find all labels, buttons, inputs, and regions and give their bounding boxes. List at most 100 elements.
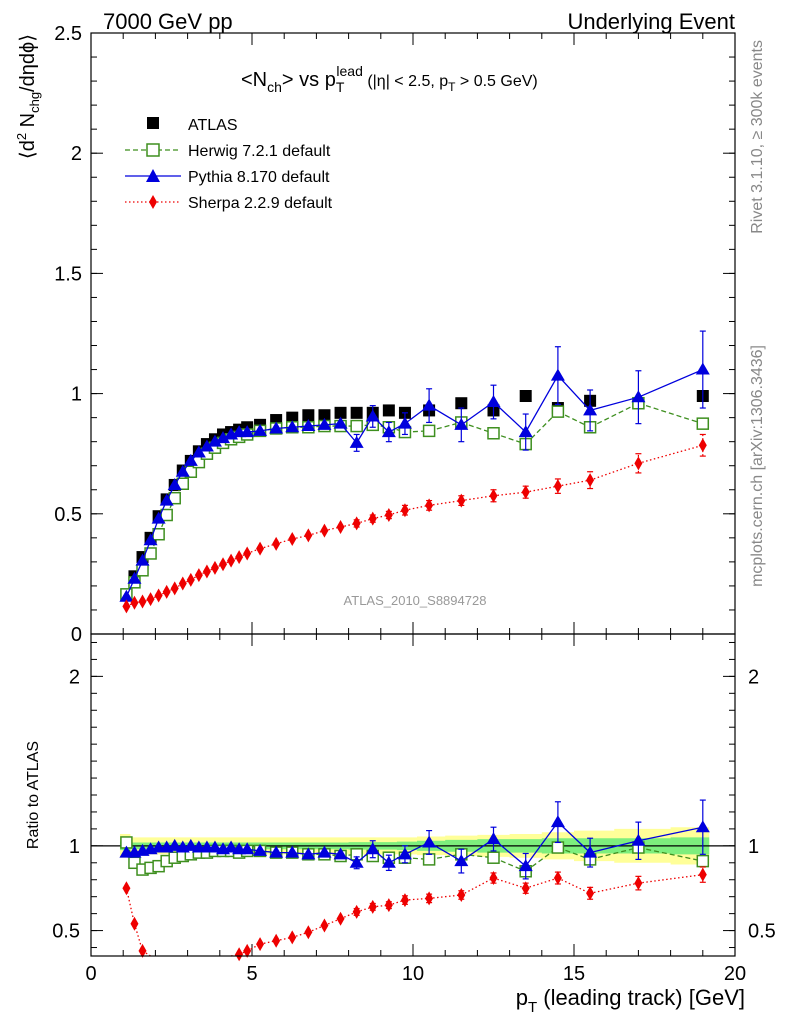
ratio-sherpa-segment (404, 897, 430, 901)
ratio-herwig-point (422, 853, 436, 866)
legend-item-sherpa: Sherpa 2.2.9 default (125, 195, 333, 212)
ratio-y-tick-label: 2 (69, 666, 80, 688)
main-sherpa-segment (525, 485, 559, 493)
ratio-sherpa-point (235, 947, 244, 962)
main-sherpa-point (194, 568, 203, 583)
main-pythia-point (381, 425, 396, 438)
main-sherpa-point (235, 550, 244, 565)
main-atlas-point (455, 397, 468, 410)
ratio-sherpa-segment (142, 950, 151, 957)
series-main-pythia (119, 330, 710, 602)
main-sherpa-point (400, 503, 409, 518)
legend-label-sherpa: Sherpa 2.2.9 default (188, 195, 333, 212)
main-y-tick-label: 0.5 (54, 504, 82, 526)
legend-label-pythia: Pythia 8.170 default (188, 169, 330, 186)
ratio-sherpa-segment (356, 906, 373, 913)
main-atlas-point (318, 409, 331, 422)
series-main-sherpa (122, 433, 707, 614)
main-sherpa-point (272, 536, 281, 551)
ratio-herwig-point (487, 851, 500, 864)
main-sherpa-segment (174, 582, 184, 589)
ratio-pythia-point (301, 847, 316, 860)
main-sherpa-point (154, 588, 163, 603)
main-sherpa-segment (190, 574, 200, 581)
main-sherpa-segment (429, 499, 462, 507)
ratio-panel-frame (90, 633, 736, 957)
ratio-sherpa-segment (276, 936, 293, 942)
ratio-pythia-point (167, 838, 182, 851)
main-sherpa-point (304, 528, 313, 543)
main-pythia-point (333, 416, 348, 429)
main-sherpa-segment (275, 538, 293, 545)
main-herwig-point (160, 508, 173, 522)
ratio-sherpa-segment (292, 931, 309, 938)
main-sherpa-point (210, 560, 219, 575)
ratio-sherpa-segment (429, 894, 462, 900)
ratio-pythia-point (583, 845, 598, 858)
main-herwig-point (487, 427, 500, 440)
ratio-herwig-segment (493, 857, 526, 872)
main-atlas-point (382, 404, 395, 417)
main-herwig-point (551, 405, 565, 418)
ratio-sherpa-point (489, 871, 498, 886)
ratio-sherpa-segment (557, 877, 591, 894)
legend-marker-herwig (146, 143, 160, 157)
ratio-sherpa-point (586, 886, 595, 901)
ratio-y-tick-label: 1 (69, 836, 80, 858)
legend: ATLAS Herwig 7.2.1 default Pythia 8.170 … (125, 117, 333, 212)
main-sherpa-point (352, 516, 361, 531)
main-sherpa-segment (259, 543, 277, 550)
x-tick-label: 5 (246, 963, 257, 985)
main-pythia-point (349, 435, 364, 448)
main-pythia-point (631, 390, 646, 403)
ratio-pythia-point (240, 842, 255, 855)
ratio-sherpa-segment (388, 899, 406, 906)
main-sherpa-segment (638, 444, 703, 464)
rivet-version-label: Rivet 3.1.10, ≥ 300k events (749, 40, 766, 234)
main-sherpa-point (202, 564, 211, 579)
ratio-pythia-segment (638, 826, 703, 842)
ratio-sherpa-point (368, 899, 377, 914)
main-sherpa-segment (557, 479, 591, 487)
ratio-sherpa-segment (125, 888, 136, 924)
x-tick-label: 15 (563, 963, 585, 985)
analysis-watermark: ATLAS_2010_S8894728 (344, 593, 487, 608)
ratio-y-tick-label: 0.5 (52, 921, 80, 943)
ratio-pythia-point (454, 854, 469, 867)
ratio-sherpa-segment (589, 882, 639, 894)
main-sherpa-point (162, 584, 171, 599)
main-herwig-point (696, 417, 710, 430)
ratio-pythia-point (207, 840, 222, 853)
main-sherpa-segment (493, 491, 526, 497)
ratio-pythia-point (333, 847, 348, 860)
ratio-sherpa-point (553, 871, 562, 886)
ratio-pythia-point (518, 859, 533, 872)
series-ratio-pythia (119, 799, 710, 880)
ratio-sherpa-point (384, 898, 393, 913)
ratio-pythia-point (317, 845, 332, 858)
main-pythia-point (317, 417, 332, 430)
main-pythia-point (207, 434, 222, 447)
mcplots-label: mcplots.cern.ch [arXiv:1306.3436] (749, 345, 766, 587)
main-herwig-point (422, 424, 436, 438)
ratio-sherpa-point (243, 943, 252, 958)
ratio-sherpa-point (634, 876, 643, 891)
ratio-pythia-point (695, 820, 710, 833)
ratio-pythia-point (381, 855, 396, 868)
main-sherpa-point (122, 599, 131, 614)
ratio-sherpa-segment (638, 874, 703, 884)
main-sherpa-segment (340, 522, 357, 528)
main-sherpa-point (288, 532, 297, 547)
ratio-y-axis-label: Ratio to ATLAS (25, 741, 42, 849)
legend-item-atlas: ATLAS (147, 117, 238, 134)
main-pythia-point (550, 368, 565, 381)
main-pythia-point (167, 477, 182, 490)
main-sherpa-segment (589, 462, 639, 481)
main-herwig-segment (638, 402, 703, 425)
main-pythia-segment (589, 396, 639, 412)
main-sherpa-segment (308, 530, 325, 537)
main-pythia-point (285, 420, 300, 433)
main-pythia-point (135, 553, 150, 566)
main-pythia-point (183, 453, 198, 466)
